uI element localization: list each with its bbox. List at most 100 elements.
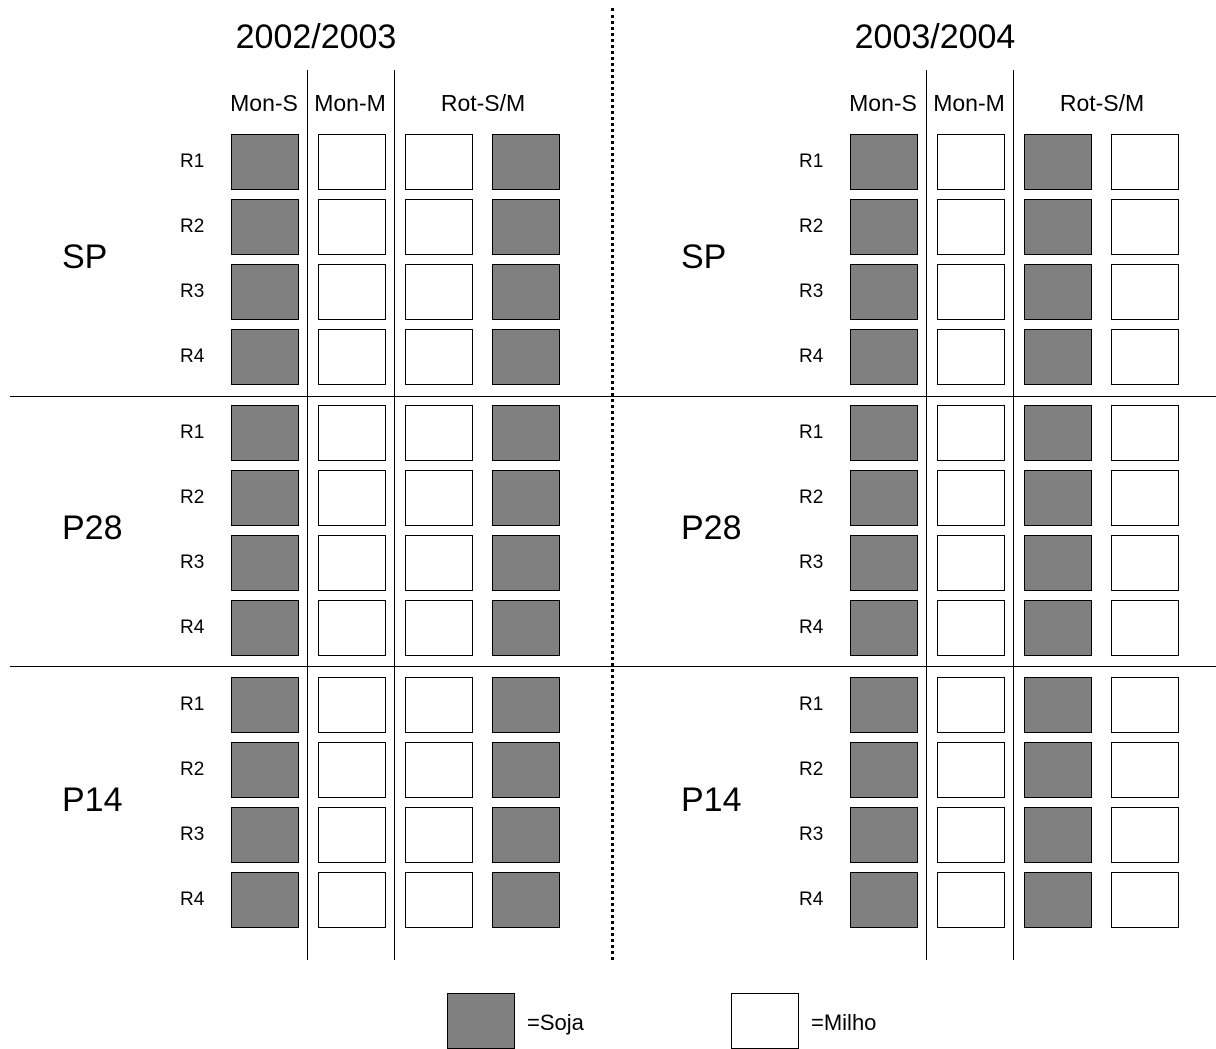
plot-cell-milho	[1111, 264, 1179, 320]
plot-cell-milho	[405, 470, 473, 526]
plot-cell-soja	[231, 264, 299, 320]
replicate-label: R1	[180, 694, 205, 715]
plot-cell-milho	[318, 264, 386, 320]
replicate-label: R4	[799, 889, 824, 910]
panel-year-title: 2002/2003	[235, 18, 397, 56]
plot-cell-soja	[492, 264, 560, 320]
plot-cell-milho	[405, 872, 473, 928]
plot-cell-milho	[318, 742, 386, 798]
legend-label: =Milho	[811, 1010, 877, 1035]
legend-label: =Soja	[527, 1010, 584, 1035]
plot-cell-soja	[850, 742, 918, 798]
plot-cell-milho	[1111, 535, 1179, 591]
replicate-label: R4	[180, 346, 205, 367]
system-label: P14	[681, 780, 742, 819]
plot-cell-soja	[1024, 405, 1092, 461]
system-label: P14	[62, 780, 123, 819]
plot-cell-soja	[231, 872, 299, 928]
plot-cell-soja	[231, 742, 299, 798]
replicate-label: R2	[180, 487, 205, 508]
system-label: P28	[62, 508, 123, 547]
plot-cell-milho	[937, 742, 1005, 798]
plot-cell-milho	[937, 600, 1005, 656]
plot-cell-milho	[405, 742, 473, 798]
plot-cell-milho	[318, 535, 386, 591]
column-divider	[1013, 70, 1014, 960]
plot-cell-soja	[231, 535, 299, 591]
replicate-label: R1	[180, 151, 205, 172]
plot-cell-soja	[1024, 329, 1092, 385]
center-divider	[611, 8, 614, 960]
plot-cell-soja	[850, 199, 918, 255]
plot-cell-milho	[318, 807, 386, 863]
plot-cell-soja	[231, 134, 299, 190]
plot-cell-milho	[1111, 329, 1179, 385]
plot-cell-soja	[1024, 199, 1092, 255]
plot-cell-milho	[1111, 742, 1179, 798]
replicate-label: R1	[799, 422, 824, 443]
plot-cell-milho	[405, 677, 473, 733]
plot-cell-milho	[937, 329, 1005, 385]
system-label: SP	[681, 237, 727, 276]
plot-cell-milho	[937, 677, 1005, 733]
plot-cell-milho	[1111, 872, 1179, 928]
replicate-label: R2	[180, 759, 205, 780]
replicate-label: R4	[180, 617, 205, 638]
replicate-label: R2	[799, 487, 824, 508]
column-header: Mon-S	[849, 90, 917, 116]
plot-cell-soja	[492, 470, 560, 526]
column-header: Mon-S	[230, 90, 298, 116]
replicate-label: R1	[799, 151, 824, 172]
replicate-label: R2	[180, 216, 205, 237]
plot-cell-soja	[850, 264, 918, 320]
plot-cell-milho	[405, 600, 473, 656]
plot-cell-milho	[405, 199, 473, 255]
plot-cell-soja	[492, 600, 560, 656]
column-divider	[394, 70, 395, 960]
plot-cell-milho	[405, 134, 473, 190]
plot-cell-soja	[1024, 742, 1092, 798]
legend-swatch-milho	[731, 993, 799, 1049]
plot-cell-milho	[937, 470, 1005, 526]
replicate-label: R3	[180, 281, 205, 302]
plot-cell-soja	[231, 405, 299, 461]
plot-cell-milho	[1111, 677, 1179, 733]
plot-cell-milho	[1111, 470, 1179, 526]
plot-cell-milho	[405, 405, 473, 461]
plot-cell-soja	[492, 807, 560, 863]
plot-cell-soja	[1024, 807, 1092, 863]
column-divider	[926, 70, 927, 960]
plot-cell-soja	[850, 600, 918, 656]
column-header: Rot-S/M	[1059, 90, 1145, 116]
plot-cell-soja	[492, 535, 560, 591]
plot-cell-milho	[937, 405, 1005, 461]
column-header: Mon-M	[314, 90, 386, 116]
plot-cell-soja	[492, 329, 560, 385]
plot-cell-soja	[492, 405, 560, 461]
plot-cell-milho	[1111, 134, 1179, 190]
column-divider	[307, 70, 308, 960]
panel-year-title: 2003/2004	[854, 18, 1016, 56]
plot-cell-soja	[850, 405, 918, 461]
plot-cell-soja	[850, 329, 918, 385]
replicate-label: R3	[799, 552, 824, 573]
replicate-label: R4	[180, 889, 205, 910]
plot-cell-milho	[405, 329, 473, 385]
column-header: Rot-S/M	[440, 90, 526, 116]
replicate-label: R1	[180, 422, 205, 443]
replicate-label: R2	[799, 759, 824, 780]
plot-cell-milho	[1111, 600, 1179, 656]
plot-cell-soja	[850, 535, 918, 591]
plot-cell-soja	[1024, 872, 1092, 928]
plot-cell-milho	[318, 677, 386, 733]
replicate-label: R4	[799, 346, 824, 367]
plot-cell-soja	[231, 329, 299, 385]
plot-cell-soja	[492, 677, 560, 733]
replicate-label: R3	[799, 824, 824, 845]
plot-cell-soja	[850, 677, 918, 733]
replicate-label: R1	[799, 694, 824, 715]
plot-cell-milho	[405, 807, 473, 863]
plot-cell-soja	[231, 470, 299, 526]
plot-cell-soja	[1024, 677, 1092, 733]
